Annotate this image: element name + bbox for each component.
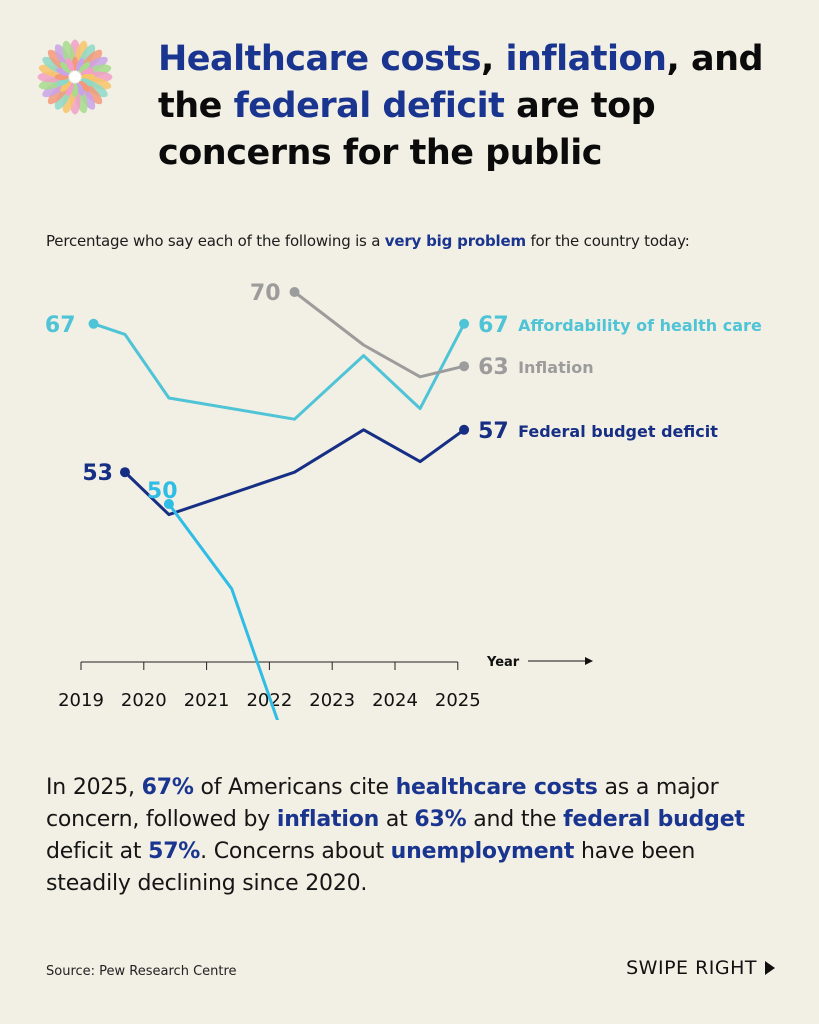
summary-text: In 2025, — [46, 775, 142, 800]
x-tick-label: 2021 — [184, 690, 230, 711]
summary-text: and the — [466, 807, 564, 832]
subtitle-text: Percentage who say each of the following… — [46, 232, 385, 250]
title-text: are top concerns for the public — [158, 86, 656, 173]
logo-petal — [80, 67, 94, 76]
logo-flower-icon — [37, 39, 113, 115]
series-name-label: Affordability of health care — [518, 316, 762, 335]
logo-petal — [56, 78, 70, 87]
summary-emphasis: healthcare costs — [395, 775, 598, 800]
series-end-value: 67 — [478, 313, 509, 338]
logo-petal — [60, 80, 72, 92]
summary-text: have been steadily declining since 2020. — [46, 839, 696, 896]
summary-emphasis: federal budget — [563, 807, 745, 832]
summary-text: as a major concern, followed by — [46, 775, 719, 832]
x-tick-label: 2023 — [309, 690, 355, 711]
x-tick-label: 2019 — [58, 690, 104, 711]
logo-petal — [78, 62, 90, 74]
series-end-point — [459, 424, 470, 435]
x-tick-label: 2020 — [121, 690, 167, 711]
swipe-label: SWIPE RIGHT — [626, 957, 757, 979]
series-start-label: 50 — [147, 479, 178, 504]
series-name-label: Federal budget deficit — [518, 422, 718, 441]
logo-petal — [65, 58, 74, 72]
logo-petal — [76, 58, 85, 72]
series-start-point — [88, 318, 99, 329]
title-text: , and the — [158, 39, 764, 126]
series-end-point — [459, 361, 470, 372]
summary-emphasis: 67% — [141, 775, 194, 800]
x-axis-arrow-icon — [585, 657, 593, 665]
summary-emphasis: inflation — [276, 807, 380, 832]
summary-paragraph: In 2025, 67% of Americans cite healthcar… — [46, 772, 786, 900]
title-term-healthcare: Healthcare costs — [158, 39, 482, 79]
title-term-inflation: inflation — [505, 39, 667, 79]
summary-text: . Concerns about — [200, 839, 391, 864]
series-line — [167, 502, 280, 720]
title-text: , — [481, 39, 506, 79]
series-end-point — [459, 318, 470, 329]
summary-text: at — [379, 807, 415, 832]
logo-petal — [76, 82, 85, 96]
series-end-value: 57 — [478, 419, 509, 444]
summary-emphasis: unemployment — [390, 839, 575, 864]
summary-text: of Americans cite — [193, 775, 396, 800]
subtitle-emphasis: very big problem — [384, 232, 526, 250]
logo-petal — [60, 62, 72, 74]
series-start-label: 70 — [250, 281, 281, 306]
swipe-right-button[interactable]: SWIPE RIGHT — [626, 957, 775, 979]
chart-subtitle: Percentage who say each of the following… — [46, 232, 690, 250]
subtitle-text: for the country today: — [525, 232, 690, 250]
series-line — [123, 428, 466, 517]
play-arrow-icon — [765, 961, 775, 975]
series-start-label: 53 — [82, 461, 113, 486]
series-start-point — [119, 467, 130, 478]
page-title: Healthcare costs, inflation, and the fed… — [158, 36, 798, 177]
series-line — [92, 322, 466, 421]
series-start-point — [289, 287, 300, 297]
series-name-label: Inflation — [518, 358, 594, 377]
logo-petal — [56, 67, 70, 76]
source-note: Source: Pew Research Centre — [46, 964, 237, 979]
logo-petal — [78, 80, 90, 92]
x-tick-label: 2025 — [435, 690, 481, 711]
series-end-value: 63 — [478, 355, 509, 380]
series-start-point — [163, 499, 174, 509]
x-tick-label: 2024 — [372, 690, 418, 711]
logo-center — [69, 71, 81, 83]
summary-text: deficit at — [46, 839, 149, 864]
summary-emphasis: 57% — [148, 839, 201, 864]
logo-petal — [65, 82, 74, 96]
logo-petal — [80, 78, 94, 87]
summary-emphasis: 63% — [414, 807, 467, 832]
title-term-deficit: federal deficit — [233, 86, 505, 126]
series-start-label: 67 — [45, 313, 76, 338]
x-axis-label: Year — [486, 655, 520, 670]
series-line — [293, 290, 466, 379]
